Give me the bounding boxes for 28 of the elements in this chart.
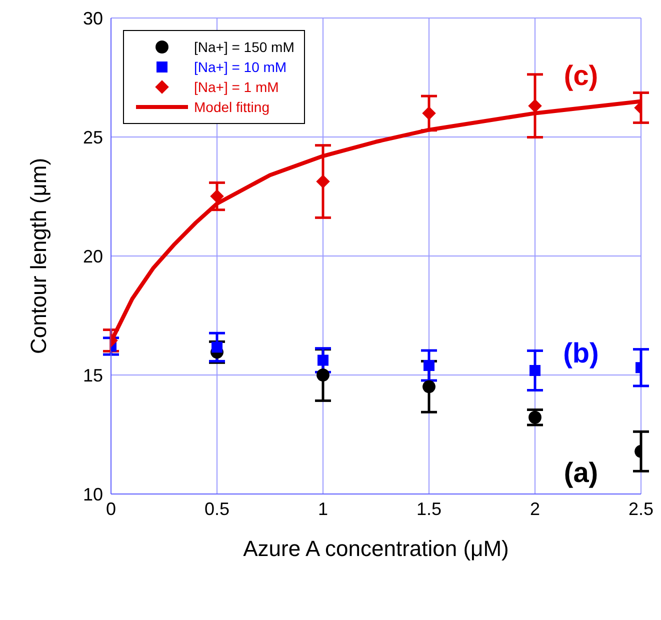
y-tick-label: 25	[82, 127, 103, 148]
legend-label: [Na+] = 150 mM	[194, 39, 294, 55]
y-tick-label: 15	[82, 365, 103, 386]
point	[316, 368, 330, 382]
point	[422, 106, 436, 120]
y-tick-label: 10	[82, 484, 103, 504]
point	[212, 342, 222, 353]
x-tick-label: 1	[318, 498, 328, 519]
x-axis-title: Azure A concentration (μM)	[243, 536, 509, 561]
x-tick-label: 2	[530, 498, 540, 519]
legend-label: [Na+] = 1 mM	[194, 79, 279, 95]
point	[210, 189, 224, 204]
x-tick-label: 0.5	[204, 498, 230, 519]
annotation: (c)	[564, 60, 598, 92]
y-tick-label: 30	[82, 8, 103, 28]
point	[318, 354, 328, 366]
y-axis-title: Contour length (μm)	[26, 158, 51, 354]
annotation: (b)	[563, 338, 599, 369]
x-tick-label: 2.5	[628, 498, 654, 519]
y-tick-label: 20	[82, 246, 103, 266]
x-tick-label: 0	[106, 498, 116, 519]
point	[424, 360, 434, 371]
legend-label: [Na+] = 10 mM	[194, 59, 287, 75]
x-tick-label: 1.5	[416, 498, 442, 519]
annotation: (a)	[564, 456, 598, 488]
point	[316, 174, 330, 188]
point	[422, 380, 436, 394]
legend-label: Model fitting	[194, 99, 270, 115]
